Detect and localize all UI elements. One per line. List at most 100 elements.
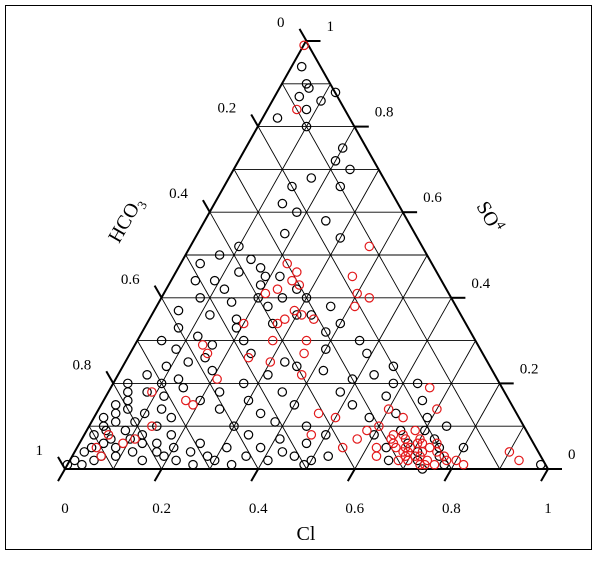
data-point-black: [301, 292, 312, 303]
data-point-black: [277, 198, 288, 209]
data-point-black: [171, 344, 181, 354]
tick-bottom: [57, 468, 66, 482]
data-point-black: [255, 442, 266, 453]
data-point-black: [275, 271, 285, 282]
data-point-black: [391, 408, 401, 419]
data-point-red: [291, 104, 302, 115]
data-point-black: [173, 322, 184, 333]
data-point-black: [320, 327, 331, 337]
data-point-red: [272, 318, 283, 329]
data-point-black: [335, 318, 346, 329]
data-point-black: [417, 395, 428, 406]
data-point-black: [275, 434, 285, 444]
data-point-red: [364, 241, 375, 252]
data-point-black: [156, 378, 167, 389]
data-point-red: [415, 459, 425, 470]
data-point-black: [222, 442, 232, 453]
data-point-black: [422, 412, 433, 423]
data-point-red: [118, 438, 128, 449]
gridline-cl: [209, 169, 380, 470]
data-point-black: [270, 417, 280, 427]
data-point-black: [188, 459, 198, 470]
data-point-black: [330, 87, 341, 98]
data-point-black: [156, 404, 167, 414]
data-point-black: [335, 387, 346, 397]
data-point-black: [77, 459, 87, 470]
data-point-black: [243, 429, 254, 440]
figure-border: [5, 5, 592, 550]
data-point-black: [127, 447, 138, 457]
data-point-red: [272, 284, 283, 294]
data-point-red: [383, 404, 394, 414]
data-point-black: [388, 361, 399, 372]
data-point-black: [168, 442, 179, 453]
data-point-black: [277, 447, 288, 457]
data-point-black: [152, 421, 162, 431]
data-point-black: [330, 156, 341, 166]
data-point-red: [267, 335, 278, 346]
data-point-black: [272, 113, 283, 123]
data-point-black: [195, 395, 205, 406]
tick-label-bottom: 0.4: [249, 501, 268, 517]
bottom-axis-title: Cl: [297, 523, 316, 545]
data-point-black: [185, 447, 196, 457]
data-point-black: [364, 412, 375, 423]
data-point-black: [207, 340, 218, 350]
data-point-black: [142, 387, 152, 397]
data-point-black: [173, 374, 184, 384]
data-point-red: [296, 310, 307, 320]
data-point-black: [381, 442, 391, 453]
data-point-red: [287, 275, 297, 286]
data-point-black: [98, 438, 109, 449]
data-point-red: [188, 399, 198, 410]
data-point-black: [142, 369, 152, 380]
data-point-black: [294, 91, 305, 102]
data-point-red: [388, 429, 399, 440]
data-point-red: [294, 280, 305, 290]
data-point-black: [195, 292, 205, 303]
data-point-black: [335, 233, 346, 243]
data-point-red: [306, 429, 317, 440]
tick-label-left: 0.2: [217, 101, 236, 117]
gridline-hco3: [88, 425, 114, 470]
data-point-black: [318, 365, 329, 376]
data-point-black: [110, 451, 121, 461]
data-point-black: [123, 378, 133, 389]
data-point-black: [277, 387, 288, 397]
data-point-black: [195, 258, 205, 269]
data-point-black: [301, 438, 312, 449]
data-point-black: [139, 408, 150, 419]
data-point-black: [289, 399, 300, 410]
data-point-red: [432, 447, 442, 457]
gridline-cl: [112, 83, 332, 470]
data-point-red: [371, 442, 382, 453]
gridline-cl: [306, 254, 428, 470]
data-point-red: [374, 421, 384, 431]
data-point-black: [202, 451, 213, 461]
data-points: [62, 40, 546, 474]
data-point-black: [130, 417, 140, 427]
data-point-red: [347, 271, 358, 282]
data-point-red: [291, 267, 302, 277]
data-point-black: [325, 301, 336, 312]
tick-bottom: [250, 468, 260, 482]
gridline-hco3: [161, 297, 259, 470]
data-point-black: [110, 408, 121, 419]
gridline-hco3: [185, 254, 307, 470]
tick-label-left: 0: [277, 15, 285, 31]
data-point-black: [159, 451, 169, 461]
data-point-red: [308, 314, 319, 324]
data-point-red: [393, 455, 404, 466]
data-point-black: [299, 459, 309, 470]
data-point-black: [238, 335, 249, 346]
data-point-black: [316, 96, 326, 106]
tick-label-right: 0.8: [375, 105, 394, 121]
data-point-black: [263, 301, 273, 312]
data-point-black: [219, 284, 230, 294]
data-point-red: [243, 352, 254, 363]
data-point-black: [323, 451, 333, 461]
data-point-black: [229, 421, 239, 431]
left-axis-title: HCO3: [104, 193, 150, 248]
data-point-black: [296, 61, 307, 72]
tick-label-right: 0: [568, 447, 576, 463]
